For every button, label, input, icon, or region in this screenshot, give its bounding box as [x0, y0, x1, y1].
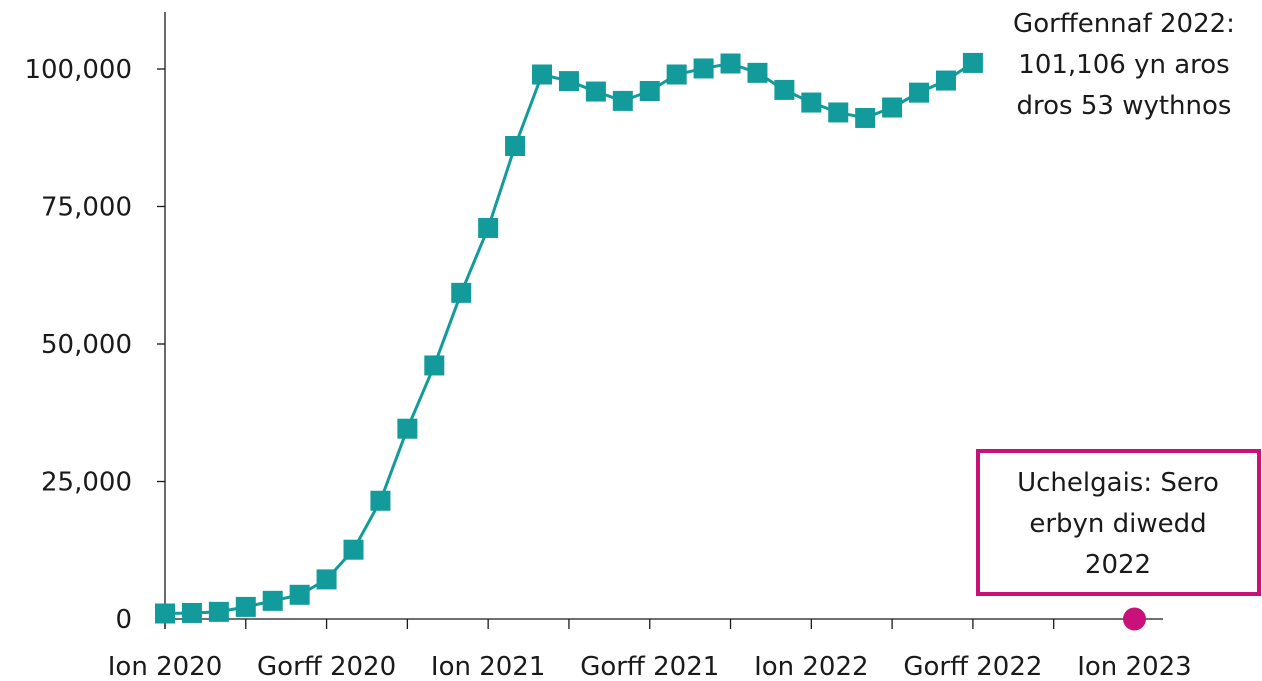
target-annotation-line: Uchelgais: Sero — [1017, 468, 1219, 498]
target-point — [1122, 607, 1146, 631]
series-line — [155, 52, 983, 624]
data-point — [585, 81, 606, 102]
data-point — [612, 90, 633, 111]
x-tick-label: Gorff 2020 — [257, 652, 396, 681]
data-point — [774, 79, 795, 100]
axes — [164, 12, 1163, 629]
x-tick-label: Ion 2020 — [108, 652, 223, 681]
data-point — [478, 217, 499, 238]
data-point — [316, 569, 337, 590]
series-path — [164, 61, 974, 615]
data-point — [962, 52, 983, 73]
y-tick-label: 25,000 — [41, 468, 132, 498]
target-group — [1122, 607, 1146, 631]
data-point — [801, 92, 822, 113]
data-point — [451, 282, 472, 303]
x-axis: Ion 2020 Gorff 2020 Ion 2021 Gorff 2021 Ion … — [108, 619, 1192, 681]
data-point — [639, 81, 660, 101]
data-point — [424, 355, 445, 376]
data-point — [235, 596, 256, 617]
latest-value-annotation-line: Gorffennaf 2022: — [1013, 9, 1235, 39]
data-point — [693, 58, 714, 79]
y-tick-label: 75,000 — [41, 193, 132, 223]
y-tick-label: 100,000 — [24, 55, 132, 85]
data-point — [532, 64, 553, 85]
target-annotation-box — [976, 449, 1261, 596]
data-point — [208, 601, 229, 622]
x-tick-label: Ion 2023 — [1077, 652, 1192, 681]
data-point — [505, 136, 526, 156]
data-point — [370, 490, 391, 511]
data-point — [909, 82, 930, 103]
data-point — [262, 590, 283, 611]
data-point — [343, 539, 364, 560]
data-point — [558, 71, 579, 92]
data-point — [155, 603, 175, 624]
data-point — [882, 97, 903, 118]
data-point — [181, 602, 202, 623]
data-point — [666, 64, 687, 85]
data-point — [747, 62, 768, 83]
data-point — [828, 102, 849, 123]
y-tick-label: 0 — [115, 605, 132, 635]
latest-value-annotation-line: dros 53 wythnos — [1017, 91, 1232, 121]
y-tick-label: 50,000 — [41, 330, 132, 360]
annotations: Gorffennaf 2022: 101,106 yn aros dros 53 w… — [976, 9, 1261, 596]
data-point — [397, 418, 418, 439]
x-tick-label: Gorff 2022 — [903, 652, 1042, 681]
x-tick-label: Ion 2021 — [431, 652, 546, 681]
target-annotation-line: 2022 — [1085, 550, 1151, 580]
target-annotation-line: erbyn diwedd — [1029, 509, 1206, 539]
x-tick-label: Gorff 2021 — [580, 652, 719, 681]
y-axis: 0 25,000 50,000 75,000 100,000 — [24, 55, 165, 635]
data-point — [720, 53, 741, 74]
x-tick-label: Ion 2022 — [754, 652, 869, 681]
data-point — [289, 584, 310, 605]
data-point — [935, 70, 956, 91]
latest-value-annotation-line: 101,106 yn aros — [1018, 50, 1229, 80]
data-point — [855, 107, 876, 128]
